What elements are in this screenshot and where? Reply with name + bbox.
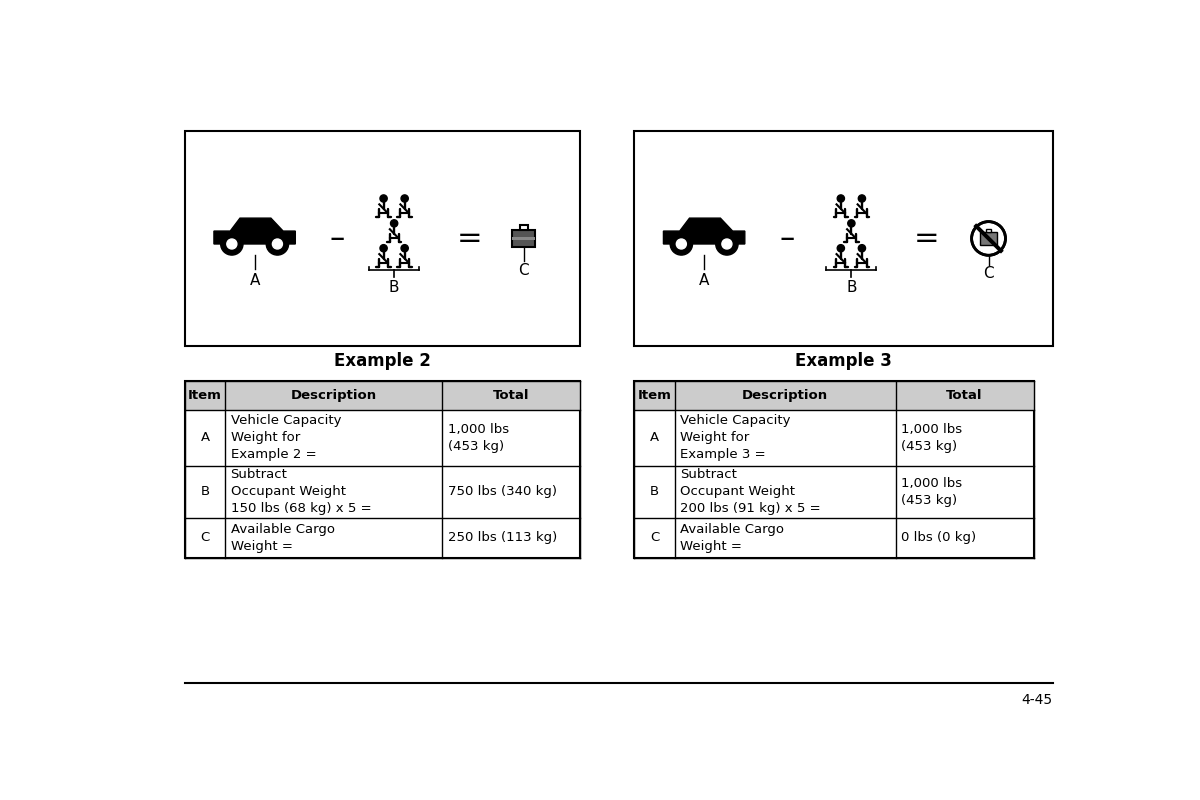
Text: B: B: [389, 280, 400, 294]
Circle shape: [838, 195, 845, 202]
Text: 250 lbs (113 kg): 250 lbs (113 kg): [448, 531, 557, 545]
Text: C: C: [518, 262, 529, 278]
Text: A: A: [698, 273, 709, 288]
Circle shape: [972, 222, 1006, 255]
Circle shape: [858, 195, 865, 202]
Text: 1,000 lbs
(453 kg): 1,000 lbs (453 kg): [901, 423, 962, 453]
Text: A: A: [250, 273, 260, 288]
Text: 0 lbs (0 kg): 0 lbs (0 kg): [901, 531, 976, 545]
Text: 1,000 lbs
(453 kg): 1,000 lbs (453 kg): [901, 477, 962, 506]
FancyBboxPatch shape: [185, 381, 580, 410]
Text: C: C: [200, 531, 210, 545]
Text: Vehicle Capacity
Weight for
Example 2 =: Vehicle Capacity Weight for Example 2 =: [230, 414, 341, 462]
Text: =: =: [913, 224, 940, 253]
Circle shape: [677, 239, 686, 249]
FancyBboxPatch shape: [512, 237, 535, 240]
Text: C: C: [983, 266, 994, 281]
FancyBboxPatch shape: [185, 130, 580, 346]
Text: Total: Total: [947, 389, 983, 402]
Polygon shape: [664, 218, 745, 244]
FancyBboxPatch shape: [185, 381, 580, 558]
Circle shape: [847, 220, 854, 227]
Circle shape: [670, 233, 692, 255]
Circle shape: [858, 245, 865, 252]
Circle shape: [401, 245, 408, 252]
Text: Description: Description: [742, 389, 828, 402]
FancyBboxPatch shape: [986, 229, 991, 232]
Text: B: B: [650, 486, 659, 498]
FancyBboxPatch shape: [520, 225, 528, 230]
Text: Item: Item: [188, 389, 222, 402]
Text: Description: Description: [290, 389, 377, 402]
Text: A: A: [200, 431, 210, 444]
Text: B: B: [200, 486, 210, 498]
Text: Total: Total: [493, 389, 529, 402]
Text: A: A: [650, 431, 659, 444]
Circle shape: [266, 233, 288, 255]
Circle shape: [722, 239, 732, 249]
Text: Available Cargo
Weight =: Available Cargo Weight =: [680, 523, 784, 553]
Text: –: –: [330, 224, 346, 253]
Text: Item: Item: [637, 389, 672, 402]
Text: Example 2: Example 2: [334, 353, 431, 370]
FancyBboxPatch shape: [635, 130, 1052, 346]
FancyBboxPatch shape: [512, 230, 535, 247]
Text: Subtract
Occupant Weight
200 lbs (91 kg) x 5 =: Subtract Occupant Weight 200 lbs (91 kg)…: [680, 468, 821, 515]
FancyBboxPatch shape: [635, 381, 1033, 410]
Text: 750 lbs (340 kg): 750 lbs (340 kg): [448, 486, 557, 498]
Polygon shape: [214, 218, 295, 244]
Text: C: C: [650, 531, 659, 545]
Circle shape: [221, 233, 242, 255]
Circle shape: [227, 239, 236, 249]
Circle shape: [390, 220, 397, 227]
Circle shape: [380, 195, 388, 202]
Text: 1,000 lbs
(453 kg): 1,000 lbs (453 kg): [448, 423, 509, 453]
Text: B: B: [846, 280, 857, 294]
Circle shape: [401, 195, 408, 202]
Text: Vehicle Capacity
Weight for
Example 3 =: Vehicle Capacity Weight for Example 3 =: [680, 414, 791, 462]
Circle shape: [715, 233, 738, 255]
Circle shape: [272, 239, 282, 249]
Text: Available Cargo
Weight =: Available Cargo Weight =: [230, 523, 335, 553]
Text: Subtract
Occupant Weight
150 lbs (68 kg) x 5 =: Subtract Occupant Weight 150 lbs (68 kg)…: [230, 468, 371, 515]
Text: 4-45: 4-45: [1021, 693, 1052, 706]
Circle shape: [380, 245, 388, 252]
FancyBboxPatch shape: [635, 381, 1033, 558]
Circle shape: [838, 245, 845, 252]
Text: =: =: [456, 224, 482, 253]
Text: Example 3: Example 3: [796, 353, 892, 370]
FancyBboxPatch shape: [980, 232, 997, 245]
Text: –: –: [780, 224, 794, 253]
